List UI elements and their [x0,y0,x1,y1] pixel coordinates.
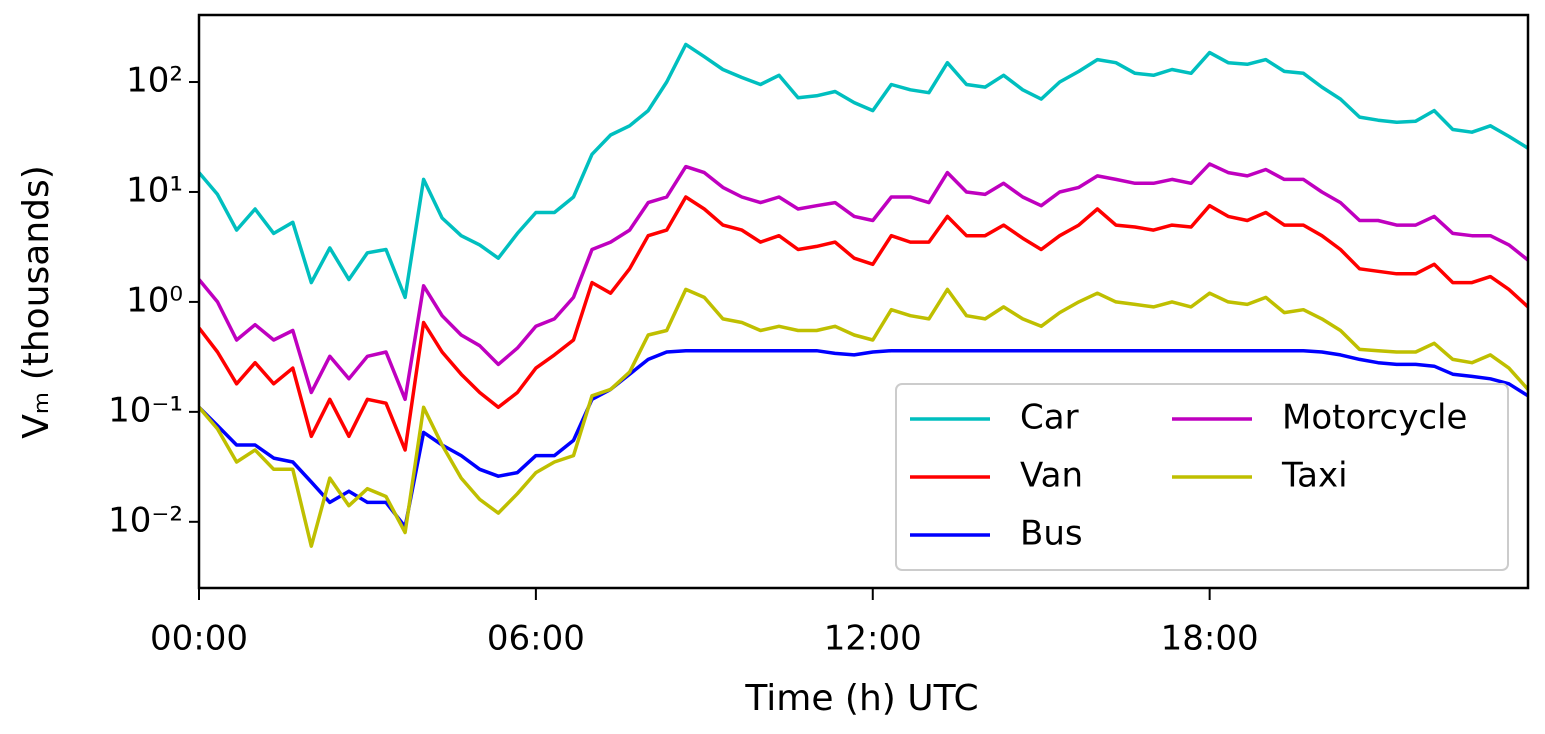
legend-label: Taxi [1281,456,1348,496]
series-line [199,348,1528,529]
x-tick-label: 00:00 [150,619,248,659]
series-line [199,195,1528,452]
x-axis-label: Time (h) UTC [744,678,978,719]
legend-label: Bus [1020,514,1083,554]
x-tick-label: 18:00 [1161,619,1259,659]
series-line [199,162,1528,402]
y-tick-label: 10⁰ [126,280,183,320]
legend-label: Van [1020,456,1083,496]
series-line [199,42,1528,300]
y-tick-label: 10⁻¹ [108,390,183,430]
y-tick-label: 10¹ [126,170,183,210]
legend-label: Car [1020,398,1079,438]
y-axis-label: Vₘ (thousands) [16,165,57,439]
legend-label: Motorcycle [1282,398,1467,438]
plot-frame [197,13,1530,590]
x-tick-label: 06:00 [487,619,585,659]
y-tick-label: 10² [126,61,183,101]
series-line [199,287,1528,548]
y-tick-label: 10⁻² [108,500,183,540]
x-tick-label: 12:00 [824,619,922,659]
